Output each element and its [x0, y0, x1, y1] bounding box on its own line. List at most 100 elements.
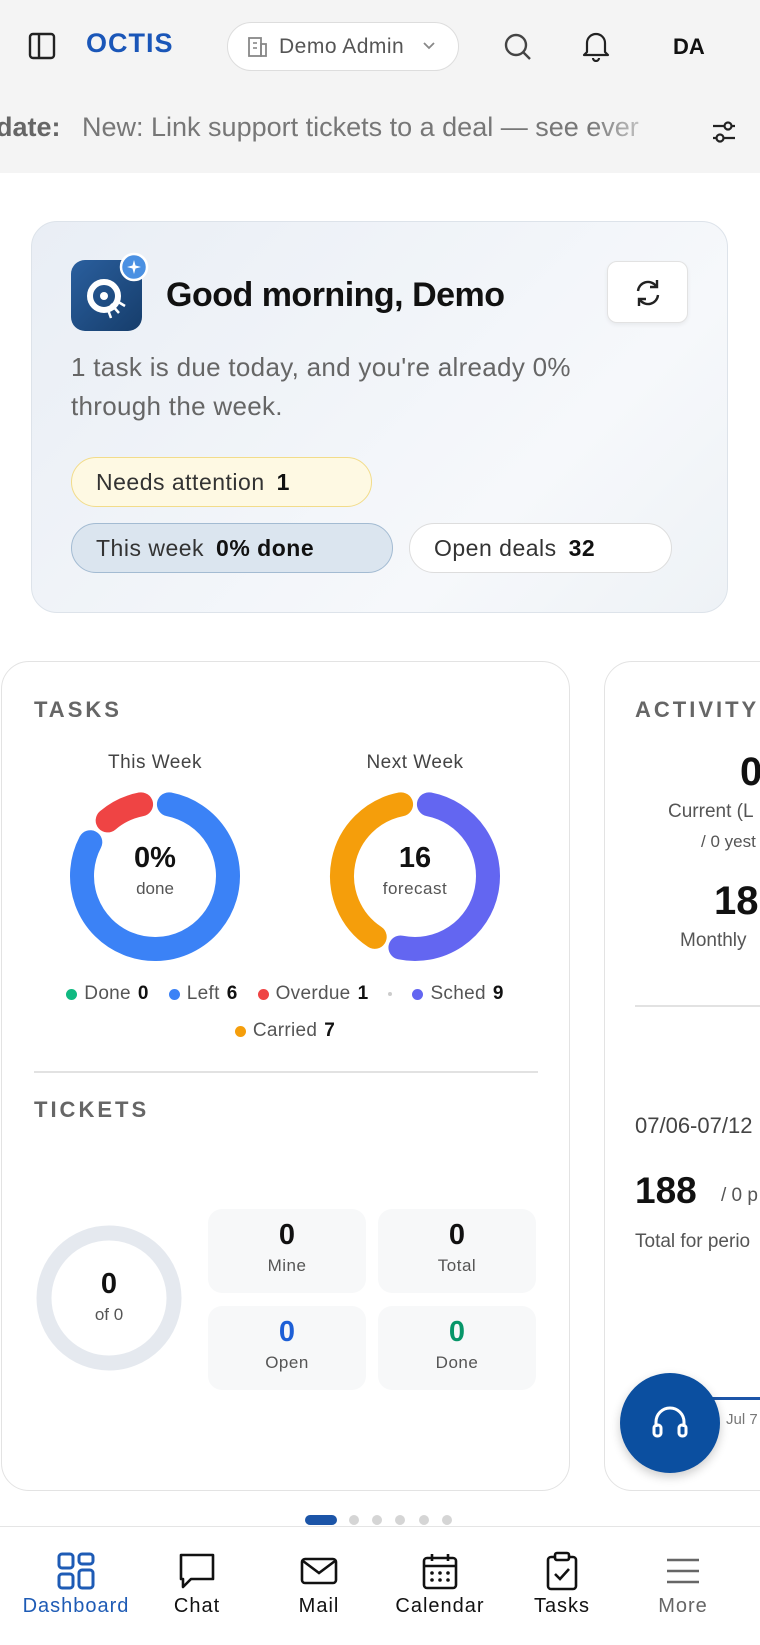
avatar[interactable]: DA: [673, 34, 705, 59]
donut-center: 16: [398, 842, 432, 874]
donut-segment: [330, 792, 414, 949]
nav-item[interactable]: Tasks: [501, 1527, 623, 1645]
ticker: date: New: Link support tickets to a dea…: [0, 110, 672, 150]
logo[interactable]: OCTIS: [86, 28, 174, 58]
stat-value: 0: [448, 1316, 466, 1348]
pill-label: Needs attention: [96, 468, 265, 495]
building-icon: [248, 37, 267, 57]
stat-label: Open: [265, 1353, 309, 1372]
stat-label: Mine: [267, 1256, 307, 1275]
pill[interactable]: This week 0% done: [71, 523, 393, 573]
bottom-nav: [0, 1526, 760, 1645]
donut-label: Next Week: [366, 752, 464, 773]
greeting-title: Good morning, Demo: [166, 276, 505, 314]
search-icon[interactable]: [503, 32, 533, 62]
pill-value: 0% done: [216, 534, 315, 561]
stat-box[interactable]: 0 Open: [208, 1306, 366, 1390]
legend-value: 1: [357, 983, 369, 1004]
donut-center-sub: of 0: [94, 1305, 124, 1324]
support-button[interactable]: [620, 1373, 720, 1473]
workspace-switcher[interactable]: Demo Admin: [227, 22, 459, 71]
activity-card: [604, 661, 760, 1491]
legend-value: 9: [492, 983, 504, 1004]
pill[interactable]: Needs attention 1: [71, 457, 372, 507]
stat-label: Total: [437, 1256, 477, 1275]
app-icon-glyph: [87, 279, 126, 319]
stat-box[interactable]: 0 Done: [378, 1306, 536, 1390]
nav-item[interactable]: Dashboard: [15, 1527, 137, 1645]
nav-icon: [546, 1551, 578, 1591]
donut-segment: [388, 792, 500, 961]
legend-item: Sched 9: [412, 983, 503, 1005]
donut-center-sub: done: [136, 879, 174, 898]
legend-dot: [257, 988, 269, 1000]
headset-icon: [652, 1406, 688, 1438]
legend-name: Left: [186, 983, 220, 1004]
pill-value: 32: [568, 534, 596, 561]
legend-item: Done 0: [66, 983, 149, 1005]
nav-item[interactable]: More: [622, 1527, 744, 1645]
nav-label: More: [658, 1595, 708, 1617]
stat-value: 0: [278, 1219, 296, 1251]
divider: [34, 1071, 538, 1073]
metric-label: Monthly: [680, 930, 747, 951]
filter-icon[interactable]: [710, 118, 738, 146]
workspace-name: Demo Admin: [279, 35, 405, 58]
nav-label: Dashboard: [22, 1595, 130, 1617]
stat-box[interactable]: 0 Mine: [208, 1209, 366, 1293]
sidebar-toggle[interactable]: [28, 32, 56, 60]
legend-dot: [234, 1025, 246, 1037]
legend-value: 6: [226, 983, 238, 1004]
pagination[interactable]: [300, 1512, 460, 1528]
legend-dot: [66, 988, 78, 1000]
legend-name: Sched: [430, 983, 486, 1004]
legend-value: 0: [137, 983, 149, 1004]
axis-label: Jul 7: [726, 1411, 758, 1428]
donut-center: 0%: [134, 842, 176, 874]
ticker-label: date:: [0, 112, 61, 142]
legend-name: Overdue: [275, 983, 351, 1004]
legend-item: Overdue 1: [257, 983, 369, 1005]
pill-label: Open deals: [434, 534, 557, 561]
nav-label: Chat: [173, 1595, 221, 1617]
donut-label: This Week: [108, 752, 202, 773]
section-title: TASKS: [34, 697, 122, 722]
donut-track: [36, 1225, 182, 1371]
nav-item[interactable]: Mail: [258, 1527, 380, 1645]
metric-label: Current (L: [668, 801, 754, 822]
pill-value: 1: [276, 468, 290, 495]
nav-label: Calendar: [395, 1595, 485, 1617]
legend-row: Done 0 Left 6 Overdue 1 Sched 9: [0, 983, 570, 1005]
divider: [635, 1005, 760, 1007]
legend-item: Carried 7: [234, 1020, 336, 1042]
nav-item[interactable]: Calendar: [379, 1527, 501, 1645]
legend-name: Done: [84, 983, 131, 1004]
legend-value: 7: [324, 1020, 336, 1041]
pill-label: This week: [96, 534, 205, 561]
legend-dot: [168, 988, 180, 1000]
nav-label: Tasks: [533, 1595, 591, 1617]
metric-sub: / 0 yest: [701, 832, 756, 851]
donut-center: 0: [100, 1268, 118, 1300]
refresh-button[interactable]: [607, 261, 688, 323]
period-label: 07/06-07/12: [635, 1113, 753, 1138]
stat-label: Done: [435, 1353, 479, 1372]
nav-label: Mail: [298, 1595, 340, 1617]
period-caption: Total for perio: [635, 1231, 751, 1252]
legend-dot: [412, 988, 424, 1000]
period-sub: / 0 p: [721, 1185, 758, 1206]
refresh-icon: [636, 280, 660, 306]
stat-box[interactable]: 0 Total: [378, 1209, 536, 1293]
period-total: 188: [635, 1170, 697, 1211]
nav-icon: [300, 1557, 338, 1585]
nav-item[interactable]: Chat: [136, 1527, 258, 1645]
donut-segment: [95, 792, 154, 833]
chevron: [423, 42, 435, 50]
sparkle-badge: [119, 252, 149, 282]
legend-separator: [388, 992, 393, 996]
bell-icon[interactable]: [581, 30, 611, 62]
nav-icon: [422, 1554, 458, 1590]
pill[interactable]: Open deals 32: [409, 523, 672, 573]
